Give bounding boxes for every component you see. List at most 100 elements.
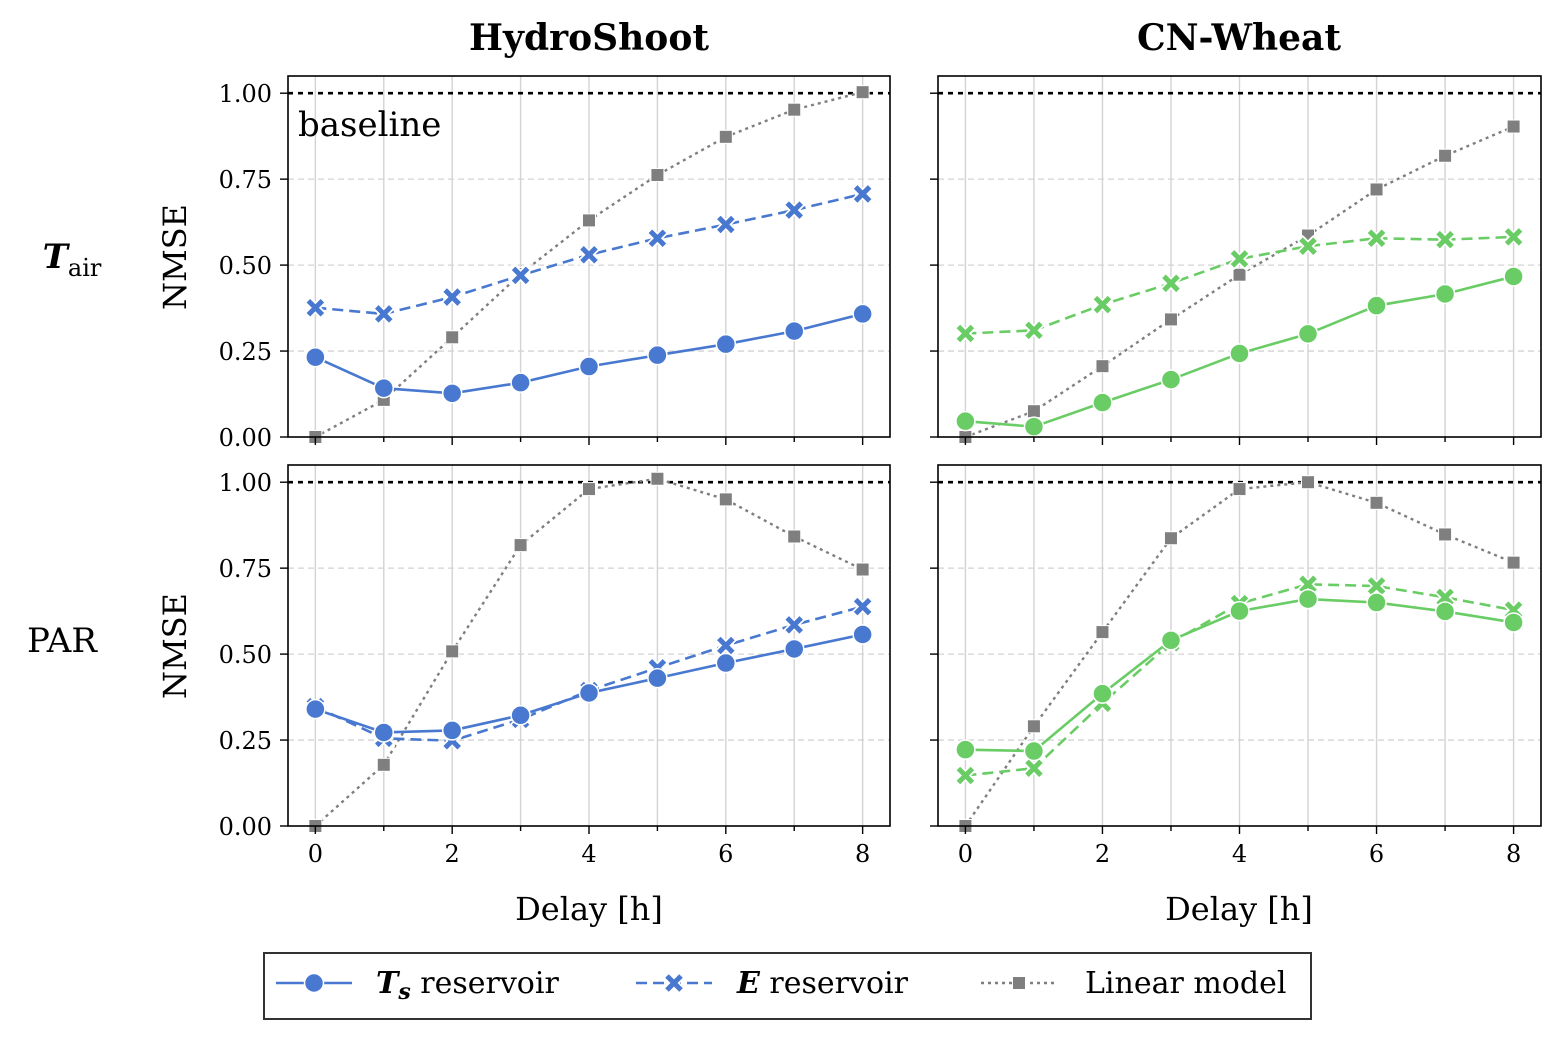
point-0-2 bbox=[441, 383, 463, 404]
y-tick-label-1: 0.25 bbox=[219, 338, 272, 366]
point-1-6 bbox=[717, 215, 735, 234]
series-line-2 bbox=[314, 477, 864, 827]
x-tick-label-2: 4 bbox=[1232, 840, 1247, 868]
legend-label-ts-rest: reservoir bbox=[411, 966, 560, 1001]
series-line-2 bbox=[964, 125, 1515, 439]
x-tick-label-3: 6 bbox=[1369, 840, 1384, 868]
point-0-7 bbox=[783, 320, 805, 342]
point-1-1 bbox=[1025, 321, 1043, 340]
legend-frame bbox=[263, 952, 1312, 1020]
series-2 bbox=[958, 119, 1521, 444]
point-1-6 bbox=[717, 636, 735, 655]
point-2-2 bbox=[1095, 359, 1110, 374]
point-0-5 bbox=[647, 344, 668, 366]
x-tick-label-4: 8 bbox=[1506, 840, 1521, 868]
point-0-1 bbox=[373, 722, 395, 743]
series-1 bbox=[304, 182, 874, 326]
y-tick-label-3: 0.75 bbox=[219, 166, 272, 194]
point-2-2 bbox=[1095, 625, 1110, 640]
point-1-7 bbox=[785, 616, 803, 634]
x-tick-label-2: 4 bbox=[581, 840, 596, 868]
point-0-0 bbox=[305, 698, 326, 720]
series-0 bbox=[305, 624, 873, 743]
point-1-3 bbox=[511, 266, 530, 285]
point-2-3 bbox=[1163, 531, 1178, 546]
point-2-7 bbox=[1438, 148, 1453, 163]
point-2-3 bbox=[1163, 312, 1178, 327]
point-0-8 bbox=[1503, 266, 1524, 287]
point-2-5 bbox=[1301, 475, 1316, 490]
point-1-8 bbox=[853, 185, 872, 203]
row-label-par: PAR bbox=[27, 621, 98, 661]
x-tick-label-3: 6 bbox=[718, 840, 733, 868]
legend-label-e-rest: reservoir bbox=[760, 966, 909, 1001]
y-tick-label-4: 1.00 bbox=[219, 469, 272, 497]
point-1-5 bbox=[1299, 237, 1317, 255]
point-0-2 bbox=[1092, 683, 1113, 704]
point-0-8 bbox=[852, 624, 873, 645]
legend-swatches bbox=[276, 971, 1057, 995]
point-0-6 bbox=[715, 333, 737, 355]
ylabel-top: NMSE bbox=[156, 204, 194, 310]
row-label-tair: Tair bbox=[43, 237, 102, 282]
point-0-3 bbox=[510, 372, 531, 393]
point-0-7 bbox=[1434, 283, 1456, 305]
point-0-5 bbox=[1297, 323, 1319, 345]
series-2 bbox=[958, 475, 1521, 833]
legend-label-e-main: E bbox=[736, 966, 761, 1001]
point-0-5 bbox=[647, 667, 668, 689]
point-0-4 bbox=[1229, 343, 1250, 364]
series-0 bbox=[955, 588, 1524, 762]
xlabel-right: Delay [h] bbox=[1165, 890, 1313, 928]
point-2-2 bbox=[445, 644, 460, 659]
row-label-tair-main: T bbox=[43, 237, 71, 277]
point-2-4 bbox=[582, 213, 596, 228]
point-2-4 bbox=[1232, 482, 1247, 497]
y-tick-label-0: 0.00 bbox=[219, 424, 272, 452]
legend-label-ts-main: T bbox=[376, 966, 401, 1001]
point-2-1 bbox=[376, 757, 391, 772]
point-2-8 bbox=[855, 85, 870, 100]
point-0-4 bbox=[578, 356, 600, 377]
panel-hydroshoot-tair: 0.00 0.25 0.50 0.75 1.00 bbox=[219, 75, 891, 452]
point-1-3 bbox=[1162, 274, 1180, 293]
point-1-8 bbox=[1504, 228, 1523, 246]
y-tick-label-4: 1.00 bbox=[219, 80, 272, 108]
legend: Ts reservoir E reservoir Linear model bbox=[263, 952, 1312, 1020]
series-line-1 bbox=[965, 235, 1514, 335]
panel-cnwheat-par: 0 2 4 6 8 bbox=[930, 464, 1542, 868]
point-0-0 bbox=[955, 410, 976, 432]
point-0-4 bbox=[578, 682, 600, 704]
x-tick-label-1: 2 bbox=[445, 840, 460, 868]
point-0-1 bbox=[1023, 740, 1045, 762]
x-tick-label-4: 8 bbox=[855, 840, 870, 868]
point-0-8 bbox=[852, 303, 873, 325]
point-1-8 bbox=[853, 597, 872, 616]
point-0-3 bbox=[1160, 369, 1182, 390]
ylabel-bottom: NMSE bbox=[156, 593, 194, 699]
point-2-4 bbox=[1232, 267, 1247, 282]
point-1-0 bbox=[956, 324, 975, 343]
point-1-5 bbox=[648, 229, 667, 248]
point-1-1 bbox=[1025, 759, 1043, 778]
point-0-0 bbox=[305, 346, 326, 368]
point-0-3 bbox=[510, 705, 531, 726]
point-2-4 bbox=[582, 482, 596, 497]
point-0-6 bbox=[1366, 592, 1387, 613]
point-2-1 bbox=[1026, 719, 1041, 734]
y-tick-label-3: 0.75 bbox=[219, 555, 272, 583]
point-2-5 bbox=[650, 471, 665, 486]
point-0-6 bbox=[1366, 295, 1387, 316]
point-1-7 bbox=[785, 201, 803, 219]
point-2-8 bbox=[1506, 119, 1521, 134]
series-0 bbox=[305, 303, 873, 404]
y-tick-label-2: 0.50 bbox=[219, 252, 272, 280]
point-1-0 bbox=[956, 766, 975, 785]
x-tick-label-1: 2 bbox=[1095, 840, 1110, 868]
point-2-6 bbox=[1369, 495, 1384, 510]
legend-label-ts-sub: s bbox=[397, 979, 410, 1005]
legend-label-ts: Ts reservoir bbox=[376, 966, 559, 1005]
point-2-8 bbox=[1506, 555, 1521, 570]
point-2-6 bbox=[718, 129, 733, 144]
point-1-2 bbox=[1093, 295, 1112, 314]
